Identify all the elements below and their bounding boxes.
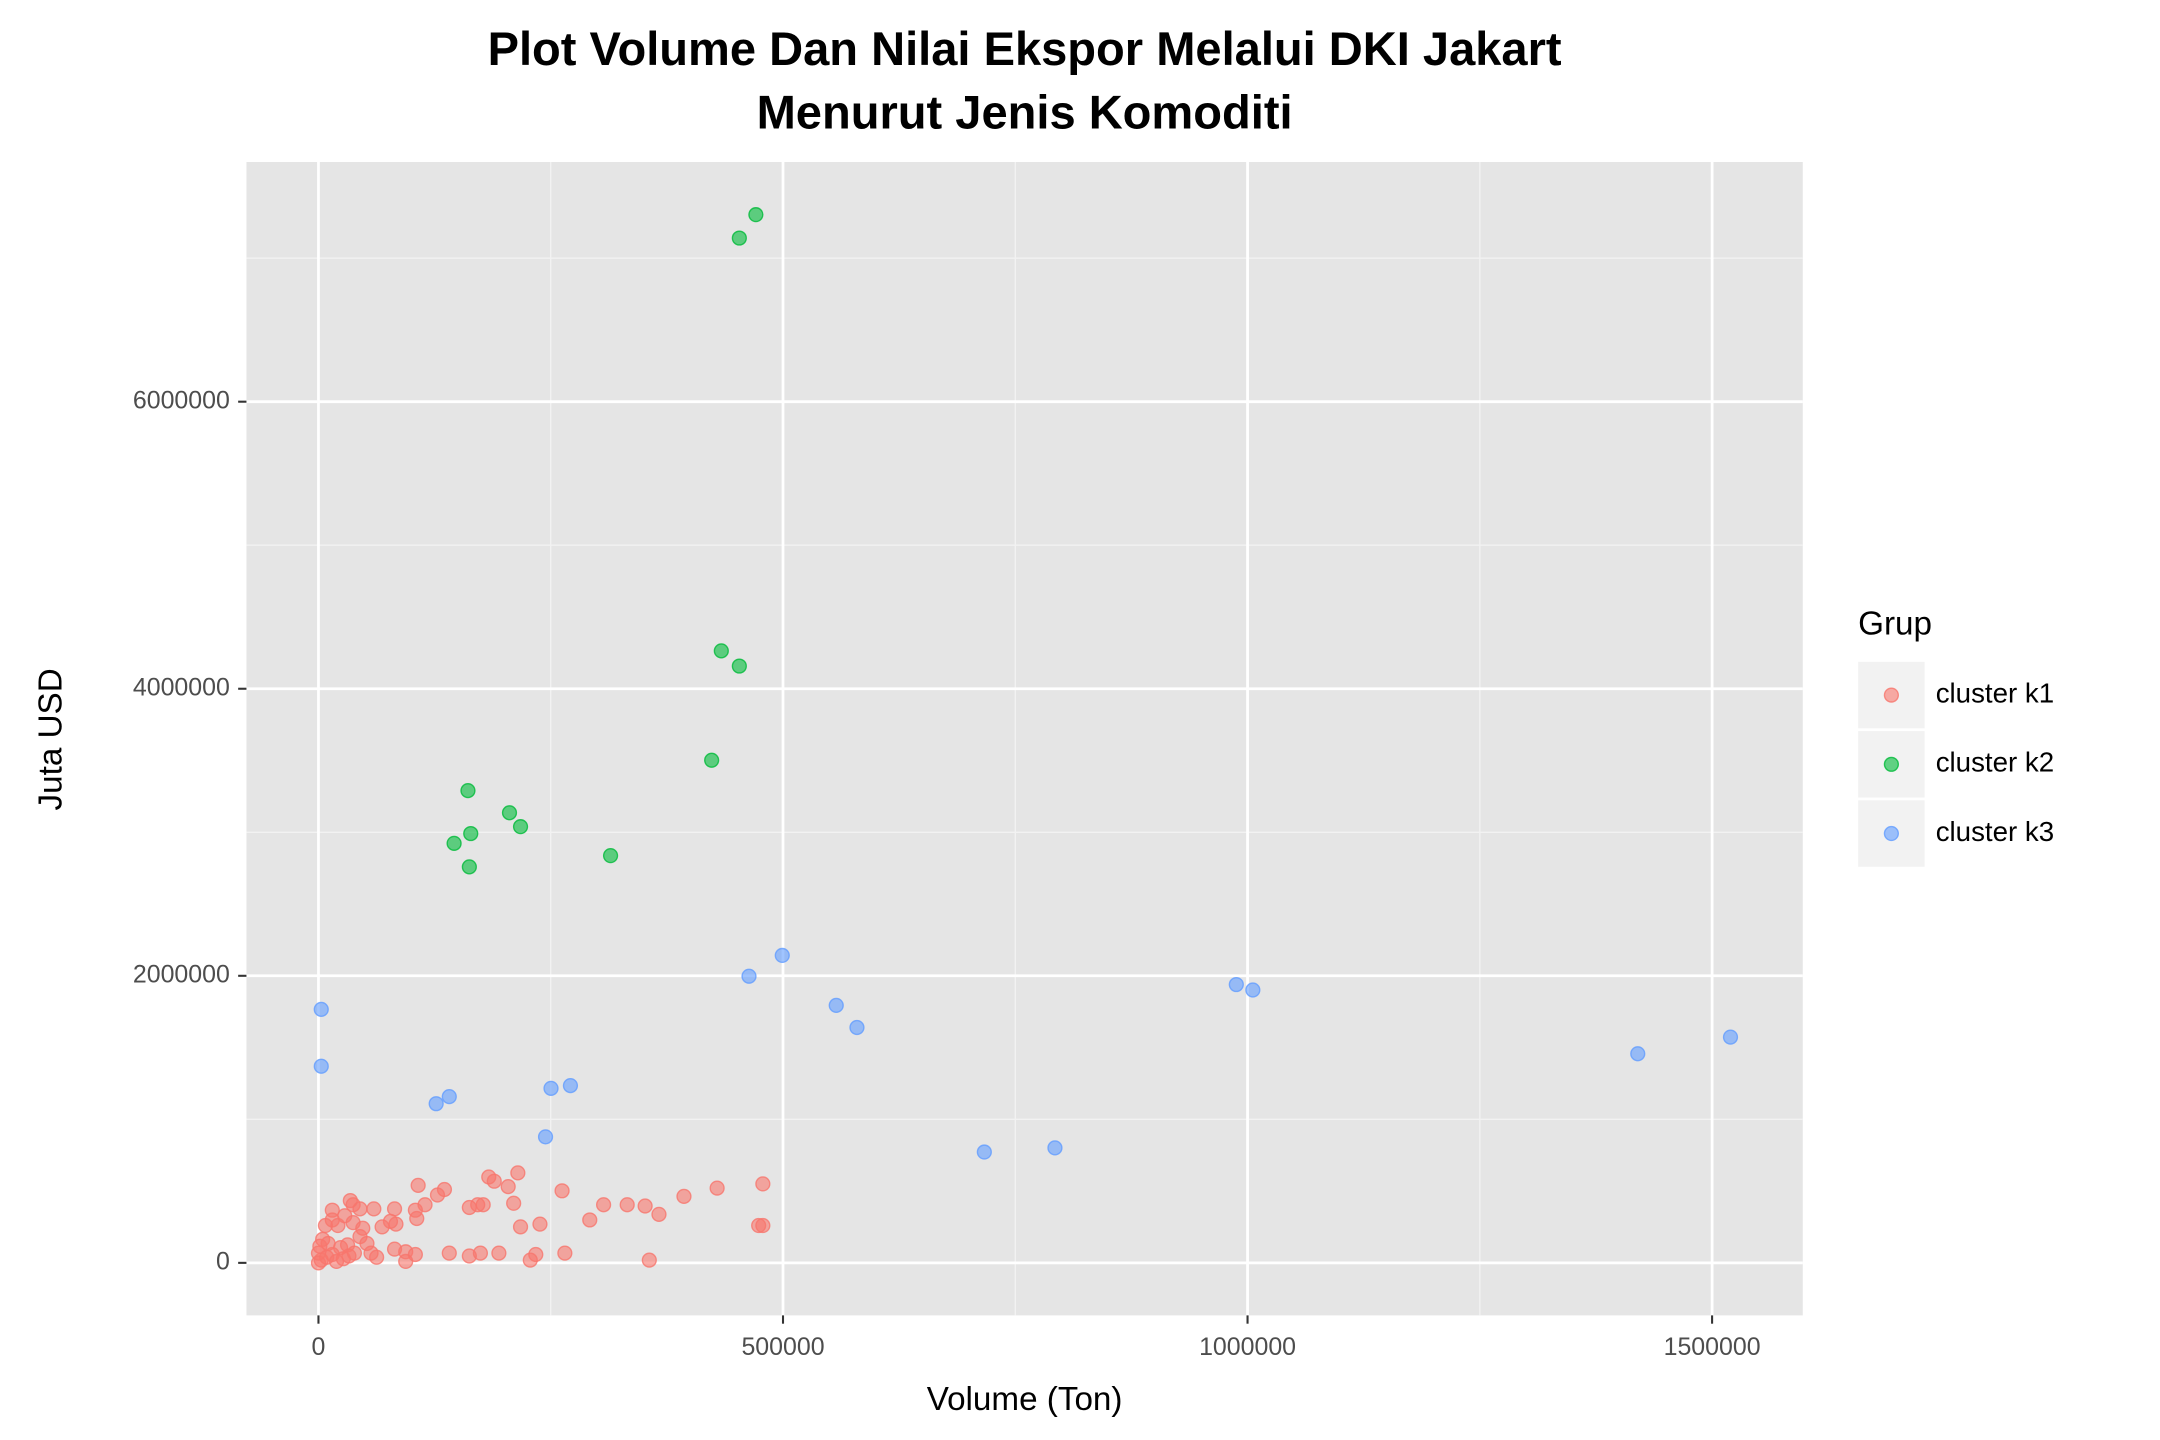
x-tick-label: 1500000	[1664, 1333, 1761, 1361]
point	[342, 1192, 358, 1209]
point	[619, 1197, 635, 1213]
point	[637, 1198, 653, 1214]
legend-marker	[1883, 687, 1899, 703]
y-tick-label: 4000000	[133, 673, 230, 701]
point	[374, 1219, 390, 1235]
point	[849, 1019, 865, 1036]
y-tick-label: 6000000	[133, 386, 230, 414]
point	[755, 1217, 771, 1234]
legend-label: cluster k3	[1936, 816, 2054, 847]
plot-panel	[246, 162, 1803, 1316]
point	[562, 1077, 579, 1094]
legend-label: cluster k2	[1936, 747, 2054, 778]
point	[537, 1129, 554, 1145]
point	[1722, 1029, 1739, 1045]
point	[651, 1206, 667, 1222]
point	[582, 1212, 598, 1228]
point	[512, 1219, 529, 1235]
point	[366, 1201, 382, 1217]
point	[755, 1176, 771, 1192]
point	[386, 1201, 403, 1217]
point	[501, 805, 518, 821]
point	[313, 1001, 329, 1017]
point	[446, 835, 462, 851]
point	[461, 859, 477, 875]
point	[543, 1080, 559, 1096]
point	[713, 643, 729, 659]
x-axis-title: Volume (Ton)	[927, 1381, 1123, 1418]
point	[312, 1238, 328, 1254]
point	[510, 1165, 526, 1181]
point	[595, 1197, 612, 1213]
point	[461, 1199, 477, 1216]
point	[472, 1245, 489, 1261]
point	[828, 997, 844, 1013]
point	[532, 1216, 548, 1232]
point	[1630, 1046, 1646, 1062]
points	[310, 207, 1739, 1271]
x-tick-label: 1000000	[1199, 1333, 1296, 1361]
legend-title: Grup	[1858, 606, 1932, 643]
point	[731, 658, 747, 674]
point	[463, 825, 479, 842]
point	[748, 207, 764, 223]
point	[410, 1177, 426, 1193]
point	[731, 230, 747, 246]
point	[709, 1180, 725, 1196]
grid	[246, 162, 1803, 1316]
point	[602, 848, 619, 864]
point	[428, 1096, 444, 1112]
legend-marker	[1883, 825, 1899, 842]
legend-label: cluster k1	[1936, 677, 2054, 708]
point	[441, 1089, 457, 1105]
y-tick-label: 0	[216, 1247, 230, 1275]
point	[369, 1249, 385, 1265]
point	[557, 1245, 573, 1261]
point	[352, 1201, 368, 1217]
point	[676, 1188, 692, 1205]
point	[1228, 976, 1244, 993]
point	[641, 1252, 657, 1268]
point	[554, 1183, 570, 1199]
point	[500, 1179, 516, 1195]
x-tick-label: 0	[312, 1333, 326, 1361]
point	[1245, 982, 1261, 998]
chart-title: Plot Volume Dan Nilai Ekspor Melalui DKI…	[488, 22, 1562, 75]
point	[774, 947, 790, 964]
y-axis-title: Juta USD	[32, 668, 69, 810]
x-tick-label: 500000	[741, 1333, 824, 1361]
chart-title: Menurut Jenis Komoditi	[757, 86, 1293, 139]
point	[1047, 1140, 1063, 1156]
point	[704, 752, 720, 768]
point	[486, 1173, 502, 1189]
legend-marker	[1883, 756, 1899, 772]
y-tick-label: 2000000	[133, 960, 230, 988]
point	[460, 783, 476, 799]
point	[491, 1245, 507, 1261]
point	[398, 1253, 414, 1270]
point	[346, 1245, 363, 1261]
point	[345, 1215, 361, 1231]
point	[522, 1252, 538, 1268]
point	[741, 968, 757, 984]
point	[409, 1210, 425, 1227]
point	[512, 819, 529, 835]
point	[506, 1195, 522, 1211]
point	[976, 1144, 992, 1160]
point	[313, 1058, 329, 1074]
point	[441, 1245, 457, 1261]
point	[429, 1187, 446, 1203]
